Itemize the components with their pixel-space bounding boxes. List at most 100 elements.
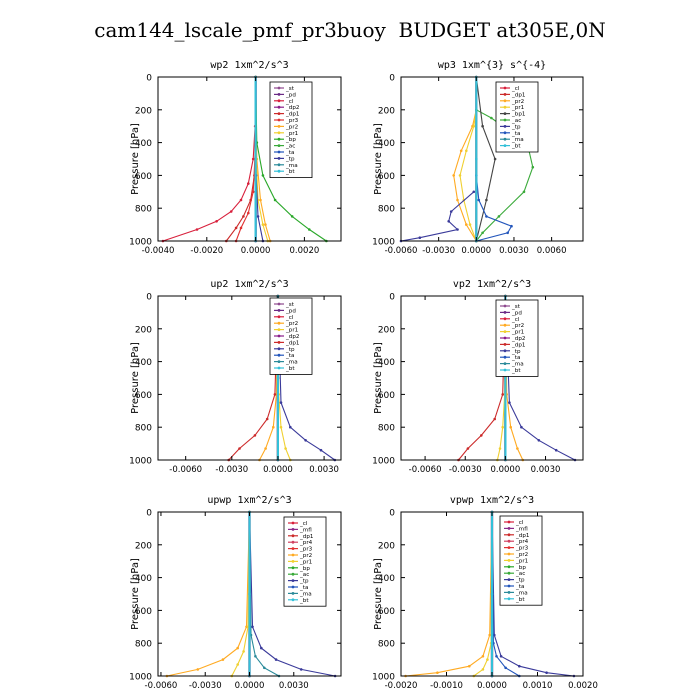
- legend-label: _dp1: [515, 533, 530, 539]
- y-tick-label: 1000: [129, 457, 152, 467]
- legend-marker: [507, 533, 511, 537]
- series-point-pr2: [436, 671, 439, 674]
- legend-marker: [503, 317, 507, 321]
- chart-panel-2: wp3 1xm^{3} s^{-4} Pressure [hPa] 0 200 400 6…: [372, 60, 584, 256]
- series-point-pr1: [236, 663, 239, 666]
- legend-label: _dp1: [511, 342, 526, 348]
- legend-marker: [291, 579, 295, 582]
- series-point-pr2: [221, 658, 225, 661]
- legend-marker: [507, 584, 511, 588]
- series-point-tp: [447, 220, 451, 223]
- series-point-bp1: [481, 124, 484, 128]
- series-point-pr2: [452, 174, 456, 177]
- legend-marker: [277, 341, 281, 344]
- legend-label: _pd: [511, 310, 522, 316]
- series-point-pr2: [259, 198, 262, 202]
- y-tick-label: 0: [389, 509, 395, 519]
- legend-marker: [503, 112, 507, 115]
- x-tick-label: -0.0010: [430, 681, 463, 691]
- series-point-tp: [299, 668, 303, 671]
- x-tick-label: -0.0060: [169, 465, 202, 475]
- legend-marker: [291, 528, 295, 531]
- plot-frame: [157, 295, 342, 461]
- legend-marker: [277, 169, 281, 173]
- series-point-dp1: [242, 215, 245, 218]
- y-tick-label: 600: [378, 607, 395, 617]
- legend-label: _ac: [285, 144, 295, 150]
- legend-marker: [277, 131, 281, 135]
- legend-label: _pr4: [515, 539, 529, 545]
- series-point-pr1: [486, 658, 489, 661]
- legend-marker: [277, 150, 281, 154]
- series-line-pr1: [473, 511, 493, 677]
- legend-label: _mfl: [515, 526, 528, 532]
- legend-marker: [507, 591, 511, 594]
- legend-label: _ma: [285, 163, 298, 169]
- x-tick-label: 0.0030: [531, 465, 561, 475]
- legend-label: _bt: [299, 598, 309, 604]
- y-tick-label: 200: [135, 106, 152, 116]
- series-line-cl: [162, 76, 257, 242]
- series-point-tp: [472, 190, 476, 194]
- series-point-cl: [215, 220, 218, 223]
- series-point-ma: [263, 666, 266, 670]
- y-tick-label: 600: [135, 607, 152, 617]
- chart-panel-1: wp2 1xm^2/s^3 Pressure [hPa] 0 200 400 600 800…: [129, 60, 342, 256]
- x-tick-label: 0.0000: [235, 681, 265, 691]
- plot-frame: [400, 76, 584, 242]
- legend-label: _st: [285, 302, 295, 308]
- x-tick-label: 0.0000: [241, 246, 271, 256]
- legend-label: _bt: [515, 597, 525, 603]
- legend-marker: [291, 560, 295, 563]
- legend-marker: [503, 137, 507, 141]
- series-point-cl: [247, 182, 250, 185]
- legend-label: _pr2: [511, 99, 524, 105]
- series-point-bp1: [485, 198, 488, 202]
- legend-marker: [277, 321, 281, 325]
- legend-label: _ma: [299, 591, 312, 597]
- legend-label: _cl: [285, 315, 294, 321]
- x-tick-label: -0.0040: [142, 246, 175, 256]
- series-point-pr2: [272, 425, 275, 429]
- series-point-ac: [481, 231, 484, 235]
- chart-panel-5: upwp 1xm^2/s^3 Pressure [hPa] 0 200 400 600 80…: [129, 495, 342, 691]
- series-point-tp: [274, 658, 278, 661]
- y-axis-label: Pressure [hPa]: [373, 342, 384, 414]
- series-point-bp: [290, 215, 294, 218]
- legend-label: _pr2: [285, 124, 298, 130]
- legend-label: _cl: [511, 86, 520, 92]
- legend-marker: [277, 334, 281, 338]
- legend-marker: [507, 571, 511, 575]
- y-tick-label: 0: [146, 293, 152, 303]
- legend-label: _bp: [299, 566, 310, 572]
- series-point-pr1: [501, 425, 505, 429]
- legend-label: _bp1: [511, 112, 526, 118]
- x-tick-label: -0.0060: [385, 246, 418, 256]
- legend-label: _bt: [285, 169, 295, 175]
- legend-marker: [291, 585, 295, 589]
- series-point-pr3: [251, 190, 255, 194]
- series-line-tp: [491, 511, 574, 677]
- series-point-pr2: [468, 664, 471, 668]
- legend-marker: [277, 347, 281, 351]
- series-point-ta: [477, 198, 481, 202]
- legend-marker: [277, 93, 281, 96]
- y-tick-label: 800: [135, 205, 152, 215]
- legend-marker: [503, 362, 507, 365]
- series-point-pr2: [509, 425, 512, 429]
- series-point-tp: [319, 448, 323, 452]
- legend-label: _ma: [511, 362, 524, 368]
- chart-panel-6: vpwp 1xm^2/s^3 Pressure [hPa] 0 200 400 600 80…: [372, 495, 598, 691]
- plot-frame: [400, 295, 584, 461]
- x-tick-label: 0.0020: [290, 246, 320, 256]
- series-point-tp: [289, 425, 292, 429]
- legend-marker: [507, 597, 511, 601]
- legend-label: _cl: [299, 521, 308, 527]
- legend-label: _dp1: [511, 92, 526, 98]
- series-point-ta: [485, 215, 488, 218]
- legend-box: [495, 81, 539, 153]
- legend-marker: [277, 157, 281, 160]
- series-point-tp: [418, 236, 422, 239]
- legend-label: _tp: [511, 124, 521, 130]
- legend-marker: [277, 302, 281, 306]
